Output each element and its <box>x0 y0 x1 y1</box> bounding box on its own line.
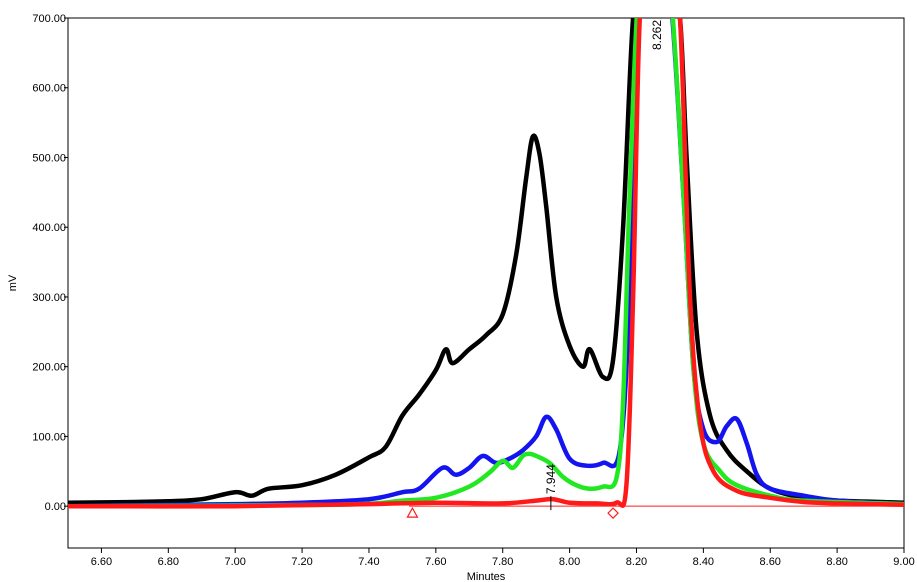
y-tick-label: 600.00 <box>32 83 66 95</box>
x-tick-label: 8.40 <box>693 556 714 568</box>
x-axis-title: Minutes <box>467 571 506 582</box>
y-tick-label: 300.00 <box>32 292 66 304</box>
peak-label: 7.944 <box>544 464 558 494</box>
plot-frame <box>67 17 905 549</box>
y-axis-title: mV <box>7 274 19 291</box>
peak-label: 8.262 <box>650 20 664 50</box>
y-tick-label: 500.00 <box>32 152 66 164</box>
y-tick-label: 100.00 <box>32 431 66 443</box>
y-tick-label: 700.00 <box>32 13 66 25</box>
peak-start-marker <box>406 506 419 518</box>
x-tick-label: 7.60 <box>425 556 446 568</box>
x-tick-label: 6.80 <box>158 556 179 568</box>
x-tick-label: 8.60 <box>760 556 781 568</box>
y-tick-label: 400.00 <box>32 222 66 234</box>
x-tick-label: 6.60 <box>91 556 112 568</box>
x-tick-label: 8.20 <box>626 556 647 568</box>
series-line-4 <box>68 18 904 509</box>
y-tick-label: 0.00 <box>45 501 66 513</box>
x-tick-label: 8.80 <box>826 556 847 568</box>
x-tick-label: 7.00 <box>224 556 245 568</box>
peak-end-marker <box>607 507 619 519</box>
x-tick-label: 7.80 <box>492 556 513 568</box>
y-tick-label: 200.00 <box>32 362 66 374</box>
series-line-1 <box>68 18 904 505</box>
x-tick-label: 8.00 <box>559 556 580 568</box>
x-tick-label: 7.40 <box>358 556 379 568</box>
series-line-2 <box>68 18 904 509</box>
x-tick-label: 7.20 <box>291 556 312 568</box>
x-tick-label: 9.00 <box>893 556 914 568</box>
